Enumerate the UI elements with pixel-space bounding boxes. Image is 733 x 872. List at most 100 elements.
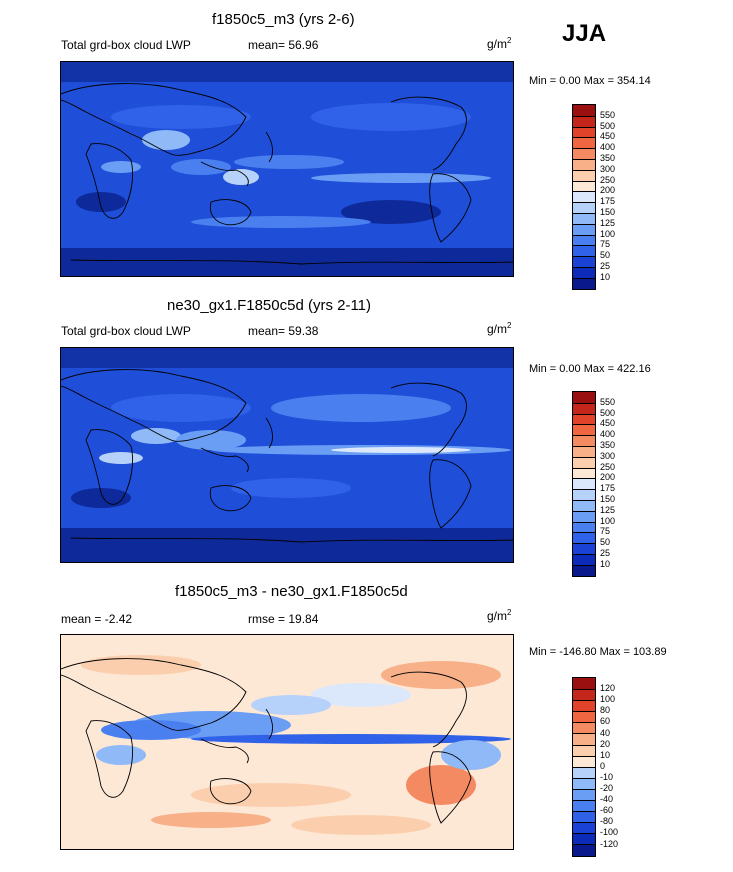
colorbar-swatch bbox=[573, 777, 595, 789]
colorbar-tick-label: -80 bbox=[600, 816, 614, 827]
panel2-units: g/m2 bbox=[487, 321, 512, 336]
panel3-colorbar bbox=[572, 677, 596, 857]
colorbar-swatch bbox=[573, 234, 595, 246]
colorbar-swatch bbox=[573, 711, 595, 723]
colorbar-swatch bbox=[573, 169, 595, 181]
colorbar-tick-label: 200 bbox=[600, 185, 616, 196]
colorbar-swatch bbox=[573, 800, 595, 812]
panel3-colorbar-swatches bbox=[573, 678, 595, 856]
panel3-minmax: Min = -146.80 Max = 103.89 bbox=[529, 646, 667, 658]
colorbar-tick-label: -40 bbox=[600, 794, 614, 805]
colorbar-tick-label: -60 bbox=[600, 805, 614, 816]
colorbar-swatch bbox=[573, 532, 595, 544]
colorbar-tick-label: 300 bbox=[600, 450, 616, 461]
colorbar-swatch bbox=[573, 510, 595, 522]
colorbar-tick-label: 250 bbox=[600, 461, 616, 472]
colorbar-tick-label: 75 bbox=[600, 239, 611, 250]
colorbar-swatch bbox=[573, 148, 595, 159]
colorbar-tick-label: 10 bbox=[600, 271, 611, 282]
colorbar-swatch bbox=[573, 158, 595, 170]
colorbar-tick-label: 350 bbox=[600, 153, 616, 163]
colorbar-tick-label: -100 bbox=[600, 827, 619, 838]
colorbar-swatch bbox=[573, 245, 595, 257]
colorbar-swatch bbox=[573, 180, 595, 192]
colorbar-swatch bbox=[573, 445, 595, 457]
panel1-minmax: Min = 0.00 Max = 354.14 bbox=[529, 75, 651, 87]
panel1-title: f1850c5_m3 (yrs 2-6) bbox=[212, 11, 355, 28]
colorbar-tick-label: 550 bbox=[600, 109, 616, 120]
colorbar-tick-label: 150 bbox=[600, 494, 616, 504]
colorbar-tick-label: 100 bbox=[600, 515, 616, 526]
colorbar-swatch bbox=[573, 489, 595, 500]
panel2-colorbar bbox=[572, 391, 596, 577]
colorbar-tick-label: 500 bbox=[600, 407, 616, 418]
colorbar-swatch bbox=[573, 212, 595, 224]
colorbar-swatch bbox=[573, 543, 595, 554]
colorbar-swatch bbox=[573, 564, 595, 576]
colorbar-swatch bbox=[573, 521, 595, 533]
panel2-variable-label: Total grd-box cloud LWP bbox=[61, 324, 191, 338]
colorbar-swatch bbox=[573, 499, 595, 511]
colorbar-swatch bbox=[573, 191, 595, 203]
colorbar-swatch bbox=[573, 811, 595, 823]
colorbar-swatch bbox=[573, 689, 595, 701]
colorbar-tick-label: 200 bbox=[600, 472, 616, 483]
colorbar-swatch bbox=[573, 788, 595, 801]
colorbar-tick-label: 60 bbox=[600, 716, 611, 727]
colorbar-swatch bbox=[573, 392, 595, 403]
panel1-map bbox=[60, 61, 514, 277]
colorbar-tick-label: 25 bbox=[600, 261, 611, 271]
panel2-mean-label: mean= 59.38 bbox=[248, 324, 319, 338]
colorbar-swatch bbox=[573, 553, 595, 565]
colorbar-tick-label: 10 bbox=[600, 558, 611, 569]
colorbar-tick-label: 175 bbox=[600, 196, 616, 207]
colorbar-swatch bbox=[573, 424, 595, 436]
colorbar-swatch bbox=[573, 277, 595, 289]
season-label: JJA bbox=[562, 20, 607, 47]
panel1-colorbar bbox=[572, 104, 596, 290]
colorbar-tick-label: 175 bbox=[600, 483, 616, 494]
panel1-variable-label: Total grd-box cloud LWP bbox=[61, 38, 191, 52]
colorbar-tick-label: 50 bbox=[600, 537, 611, 548]
colorbar-swatch bbox=[573, 413, 595, 425]
colorbar-tick-label: -20 bbox=[600, 783, 614, 793]
colorbar-tick-label: 100 bbox=[600, 694, 616, 705]
colorbar-tick-label: 50 bbox=[600, 250, 611, 261]
colorbar-swatch bbox=[573, 202, 595, 213]
colorbar-swatch bbox=[573, 478, 595, 490]
colorbar-tick-label: 300 bbox=[600, 163, 616, 174]
colorbar-swatch bbox=[573, 822, 595, 834]
colorbar-swatch bbox=[573, 833, 595, 845]
colorbar-tick-label: 75 bbox=[600, 526, 611, 537]
colorbar-swatch bbox=[573, 105, 595, 116]
colorbar-swatch bbox=[573, 223, 595, 235]
colorbar-tick-label: 25 bbox=[600, 548, 611, 558]
colorbar-tick-label: 400 bbox=[600, 142, 616, 153]
panel2-title: ne30_gx1.F1850c5d (yrs 2-11) bbox=[167, 297, 372, 314]
colorbar-tick-label: 80 bbox=[600, 705, 611, 716]
colorbar-tick-label: 150 bbox=[600, 207, 616, 217]
colorbar-swatch bbox=[573, 722, 595, 734]
colorbar-swatch bbox=[573, 700, 595, 712]
colorbar-tick-label: 100 bbox=[600, 228, 616, 239]
colorbar-tick-label: 10 bbox=[600, 749, 611, 760]
colorbar-swatch bbox=[573, 456, 595, 468]
colorbar-tick-label: 550 bbox=[600, 396, 616, 407]
colorbar-tick-label: 125 bbox=[600, 504, 616, 515]
colorbar-tick-label: 450 bbox=[600, 418, 616, 429]
colorbar-tick-label: 350 bbox=[600, 440, 616, 450]
colorbar-tick-label: 500 bbox=[600, 120, 616, 131]
colorbar-tick-label: 125 bbox=[600, 217, 616, 228]
colorbar-swatch bbox=[573, 766, 595, 778]
colorbar-swatch bbox=[573, 733, 595, 745]
panel3-units: g/m2 bbox=[487, 608, 512, 623]
panel1-units: g/m2 bbox=[487, 36, 512, 51]
colorbar-tick-label: 400 bbox=[600, 429, 616, 440]
colorbar-swatch bbox=[573, 467, 595, 479]
panel1-colorbar-swatches bbox=[573, 105, 595, 289]
colorbar-tick-label: 120 bbox=[600, 683, 616, 694]
colorbar-swatch bbox=[573, 256, 595, 267]
colorbar-swatch bbox=[573, 137, 595, 149]
panel3-mean-label: mean = -2.42 bbox=[61, 612, 133, 626]
panel2-map bbox=[60, 347, 514, 563]
